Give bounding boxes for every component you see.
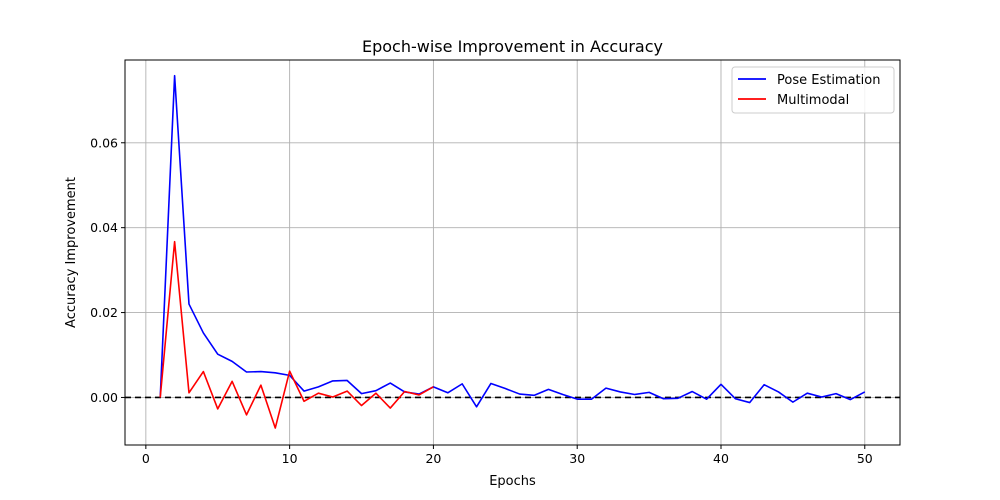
x-tick-label: 50 — [857, 451, 873, 466]
series-line-multimodal — [159, 240, 434, 429]
chart-title: Epoch-wise Improvement in Accuracy — [362, 37, 663, 56]
tick-layer: 0 10 20 30 40 50 0.00 0.02 0.04 0.06 — [90, 135, 873, 466]
legend-label-pose-estimation: Pose Estimation — [777, 73, 880, 88]
x-tick-label: 40 — [713, 451, 729, 466]
x-tick-label: 20 — [425, 451, 441, 466]
x-tick-label: 10 — [282, 451, 298, 466]
legend-label-multimodal: Multimodal — [777, 93, 849, 108]
x-tick-label: 30 — [569, 451, 585, 466]
series-line-pose-estimation — [159, 74, 866, 408]
y-axis-label: Accuracy Improvement — [64, 177, 79, 328]
series-layer — [159, 74, 866, 429]
plot-frame — [124, 59, 901, 446]
y-tick-label: 0.04 — [90, 220, 118, 235]
y-tick-label: 0.02 — [90, 305, 118, 320]
x-tick-label: 0 — [142, 451, 150, 466]
x-axis-label: Epochs — [489, 474, 536, 489]
y-tick-label: 0.00 — [90, 390, 118, 405]
legend-box — [731, 66, 895, 114]
y-tick-label: 0.06 — [90, 135, 118, 150]
legend: Pose Estimation Multimodal — [731, 66, 895, 114]
